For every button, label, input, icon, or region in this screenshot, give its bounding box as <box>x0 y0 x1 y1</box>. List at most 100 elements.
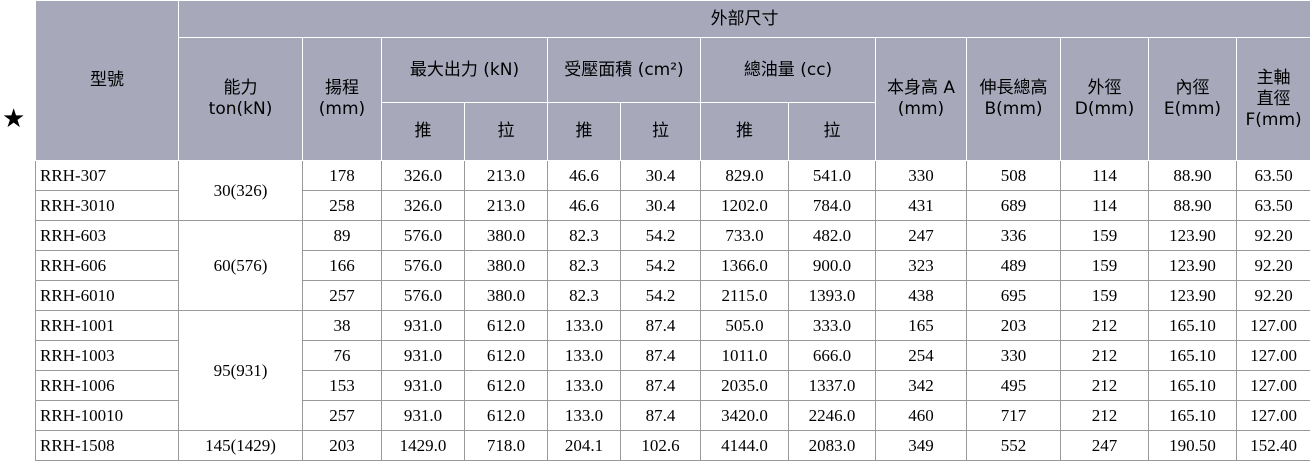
value-cell: 54.2 <box>620 220 701 251</box>
value-cell: 695 <box>966 280 1061 311</box>
value-cell: 349 <box>875 430 967 461</box>
value-cell: 666.0 <box>788 340 876 371</box>
table-row: RRH-606 166 576.0 380.0 82.3 54.2 1366.0 900.0 3… <box>35 250 1310 281</box>
model-cell: RRH-307 <box>35 160 179 191</box>
value-cell: 2246.0 <box>788 400 876 431</box>
value-cell: 4144.0 <box>700 430 789 461</box>
value-cell: 87.4 <box>620 310 701 341</box>
value-cell: 152.40 <box>1235 430 1310 461</box>
value-cell: 254 <box>875 340 967 371</box>
header-cell: 揚程 (mm) <box>302 37 382 161</box>
value-cell: 159 <box>1060 220 1149 251</box>
value-cell: 1393.0 <box>788 280 876 311</box>
header-cell: 受壓面積 (cm²) <box>547 37 701 103</box>
value-cell: 178 <box>302 160 382 191</box>
capacity-cell: 145(1429) <box>178 430 303 461</box>
model-cell: RRH-3010 <box>35 190 179 221</box>
value-cell: 576.0 <box>381 250 465 281</box>
header-cell: 拉 <box>464 102 548 161</box>
value-cell: 133.0 <box>547 370 621 401</box>
header-cell: 本身高 A (mm) <box>875 37 967 161</box>
value-cell: 212 <box>1060 340 1149 371</box>
value-cell: 212 <box>1060 400 1149 431</box>
value-cell: 190.50 <box>1148 430 1237 461</box>
header-cell: 伸長總高 B(mm) <box>966 37 1061 161</box>
value-cell: 380.0 <box>464 280 548 311</box>
value-cell: 54.2 <box>620 250 701 281</box>
value-cell: 2115.0 <box>700 280 789 311</box>
value-cell: 1366.0 <box>700 250 789 281</box>
model-cell: RRH-1003 <box>35 340 179 371</box>
value-cell: 92.20 <box>1235 250 1310 281</box>
value-cell: 717 <box>966 400 1061 431</box>
header-cell: 總油量 (cc) <box>700 37 876 103</box>
header-cell: 型號 <box>35 0 179 161</box>
value-cell: 46.6 <box>547 190 621 221</box>
value-cell: 166 <box>302 250 382 281</box>
value-cell: 247 <box>1060 430 1149 461</box>
value-cell: 82.3 <box>547 220 621 251</box>
value-cell: 552 <box>966 430 1061 461</box>
value-cell: 257 <box>302 400 382 431</box>
value-cell: 127.00 <box>1235 370 1310 401</box>
model-cell: RRH-1001 <box>35 310 179 341</box>
value-cell: 931.0 <box>381 400 465 431</box>
value-cell: 380.0 <box>464 250 548 281</box>
value-cell: 203 <box>302 430 382 461</box>
value-cell: 689 <box>966 190 1061 221</box>
value-cell: 63.50 <box>1235 190 1310 221</box>
header-cell: 推 <box>700 102 789 161</box>
value-cell: 89 <box>302 220 382 251</box>
value-cell: 733.0 <box>700 220 789 251</box>
value-cell: 612.0 <box>464 340 548 371</box>
value-cell: 257 <box>302 280 382 311</box>
value-cell: 82.3 <box>547 250 621 281</box>
table-row: RRH-10010 257 931.0 612.0 133.0 87.4 3420.0 224… <box>35 400 1310 431</box>
value-cell: 323 <box>875 250 967 281</box>
value-cell: 159 <box>1060 250 1149 281</box>
value-cell: 165 <box>875 310 967 341</box>
value-cell: 482.0 <box>788 220 876 251</box>
value-cell: 204.1 <box>547 430 621 461</box>
value-cell: 1429.0 <box>381 430 465 461</box>
value-cell: 82.3 <box>547 280 621 311</box>
value-cell: 88.90 <box>1148 160 1237 191</box>
value-cell: 931.0 <box>381 370 465 401</box>
value-cell: 165.10 <box>1148 370 1237 401</box>
value-cell: 54.2 <box>620 280 701 311</box>
value-cell: 489 <box>966 250 1061 281</box>
value-cell: 460 <box>875 400 967 431</box>
value-cell: 326.0 <box>381 190 465 221</box>
value-cell: 123.90 <box>1148 280 1237 311</box>
value-cell: 102.6 <box>620 430 701 461</box>
table-row: RRH-603 60(576) 89 576.0 380.0 82.3 54.2 733.0 4… <box>35 220 1310 311</box>
capacity-cell: 60(576) <box>178 220 303 311</box>
value-cell: 718.0 <box>464 430 548 461</box>
model-cell: RRH-603 <box>35 220 179 251</box>
header-cell: 拉 <box>788 102 876 161</box>
value-cell: 326.0 <box>381 160 465 191</box>
model-cell: RRH-10010 <box>35 400 179 431</box>
value-cell: 30.4 <box>620 190 701 221</box>
value-cell: 336 <box>966 220 1061 251</box>
value-cell: 87.4 <box>620 370 701 401</box>
value-cell: 829.0 <box>700 160 789 191</box>
value-cell: 212 <box>1060 370 1149 401</box>
value-cell: 133.0 <box>547 400 621 431</box>
value-cell: 153 <box>302 370 382 401</box>
value-cell: 165.10 <box>1148 400 1237 431</box>
value-cell: 508 <box>966 160 1061 191</box>
value-cell: 76 <box>302 340 382 371</box>
table-row: RRH-307 30(326) 178 326.0 213.0 46.6 30.4 829.0… <box>35 160 1310 221</box>
header-cell: 外部尺寸 <box>177 0 1310 38</box>
value-cell: 165.10 <box>1148 340 1237 371</box>
value-cell: 114 <box>1060 160 1149 191</box>
value-cell: 330 <box>875 160 967 191</box>
value-cell: 1337.0 <box>788 370 876 401</box>
value-cell: 87.4 <box>620 400 701 431</box>
table-row: RRH-3010 258 326.0 213.0 46.6 30.4 1202.0 784.0… <box>35 190 1310 221</box>
value-cell: 114 <box>1060 190 1149 221</box>
value-cell: 46.6 <box>547 160 621 191</box>
value-cell: 127.00 <box>1235 310 1310 341</box>
